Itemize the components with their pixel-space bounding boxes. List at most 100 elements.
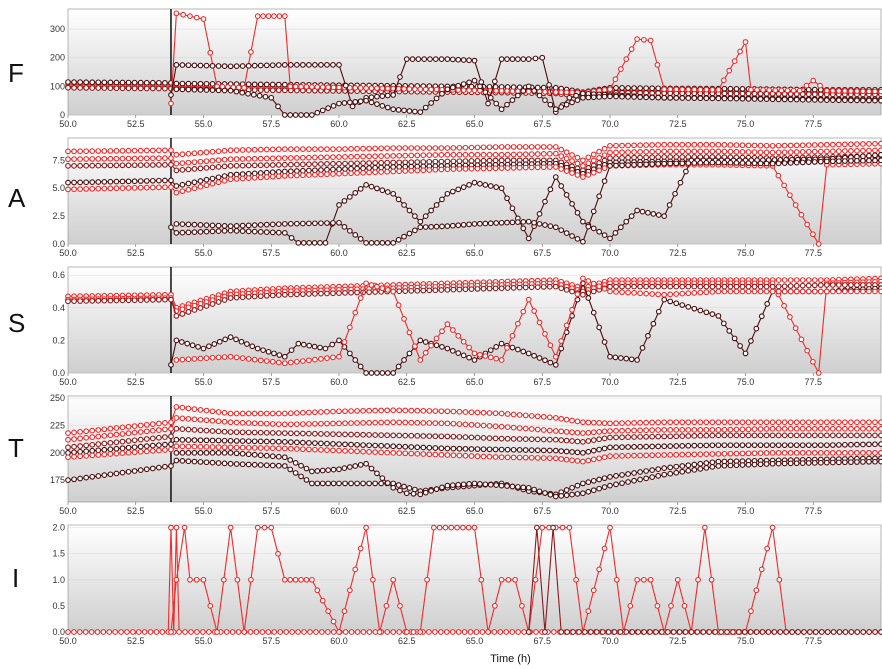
data-point <box>185 180 192 187</box>
data-point <box>275 453 282 460</box>
data-point <box>101 440 108 447</box>
data-point <box>397 487 403 494</box>
data-point <box>763 96 770 102</box>
data-point <box>149 421 156 428</box>
data-point <box>531 219 537 226</box>
data-point <box>493 184 500 190</box>
data-point <box>71 148 77 155</box>
data-point <box>769 160 776 167</box>
data-point <box>193 576 200 583</box>
data-point <box>781 160 788 167</box>
data-point <box>685 442 692 449</box>
data-point <box>173 80 180 87</box>
data-point <box>269 169 276 176</box>
data-point <box>293 430 300 437</box>
data-point <box>805 282 812 289</box>
data-point <box>471 524 478 531</box>
data-point <box>655 283 662 290</box>
data-point <box>432 166 439 173</box>
data-point <box>137 297 144 303</box>
data-point <box>498 219 505 226</box>
x-tick-label: 62.5 <box>398 636 416 646</box>
data-point <box>509 344 516 351</box>
data-point <box>878 449 882 456</box>
x-tick-label: 57.5 <box>262 248 280 258</box>
data-point <box>681 603 688 609</box>
data-point <box>619 283 625 290</box>
data-point <box>390 153 397 159</box>
data-point <box>143 85 150 92</box>
data-point <box>703 86 710 93</box>
data-point <box>647 576 654 583</box>
data-point <box>444 345 451 352</box>
data-point <box>817 425 824 432</box>
data-point <box>107 178 114 185</box>
data-point <box>395 363 402 370</box>
data-point <box>805 148 812 155</box>
data-point <box>281 454 288 461</box>
data-point <box>221 147 228 154</box>
data-point <box>817 282 824 288</box>
data-point <box>245 170 252 177</box>
data-point <box>312 430 318 437</box>
data-point <box>619 453 625 459</box>
data-point <box>546 164 553 170</box>
data-point <box>311 343 318 350</box>
data-point <box>540 144 547 150</box>
data-point <box>596 476 603 483</box>
data-point <box>432 433 439 440</box>
data-point <box>89 179 96 185</box>
data-point <box>195 344 201 350</box>
data-point <box>528 151 535 157</box>
data-point <box>95 441 102 447</box>
data-point <box>721 95 728 102</box>
data-point <box>613 84 619 91</box>
data-point <box>574 172 581 178</box>
data-point <box>168 177 174 184</box>
data-point <box>493 220 500 226</box>
data-point <box>162 296 168 303</box>
panel-label-s: S <box>8 308 26 338</box>
data-point <box>811 460 818 466</box>
data-point <box>817 82 823 89</box>
data-point <box>799 149 806 155</box>
data-point <box>482 182 489 188</box>
data-point <box>251 410 258 417</box>
data-point <box>641 629 647 635</box>
data-point <box>552 150 559 157</box>
data-point <box>697 432 704 439</box>
data-point <box>546 150 553 157</box>
data-point <box>257 420 264 427</box>
data-point <box>673 86 680 93</box>
data-point <box>346 324 353 331</box>
data-point <box>878 425 882 432</box>
data-point <box>341 465 348 471</box>
data-point <box>396 432 403 439</box>
data-point <box>390 159 397 166</box>
data-point <box>379 475 386 482</box>
data-point <box>673 427 680 433</box>
data-point <box>482 481 489 488</box>
data-point <box>203 80 210 87</box>
data-point <box>336 100 342 107</box>
data-point <box>426 158 433 165</box>
data-point <box>245 429 252 436</box>
y-tick-label: 0.0 <box>52 239 65 249</box>
data-point <box>520 308 527 315</box>
data-point <box>168 463 174 469</box>
data-point <box>426 167 433 173</box>
data-point <box>667 470 674 477</box>
data-point <box>239 355 246 361</box>
data-point <box>65 454 71 461</box>
data-point <box>317 344 323 351</box>
data-point <box>757 149 764 156</box>
data-point <box>757 160 764 167</box>
data-point <box>421 56 428 62</box>
data-point <box>731 58 738 64</box>
data-point <box>354 408 360 414</box>
data-point <box>601 165 608 171</box>
data-point <box>601 145 608 152</box>
data-point <box>805 425 812 432</box>
data-point <box>287 430 294 437</box>
